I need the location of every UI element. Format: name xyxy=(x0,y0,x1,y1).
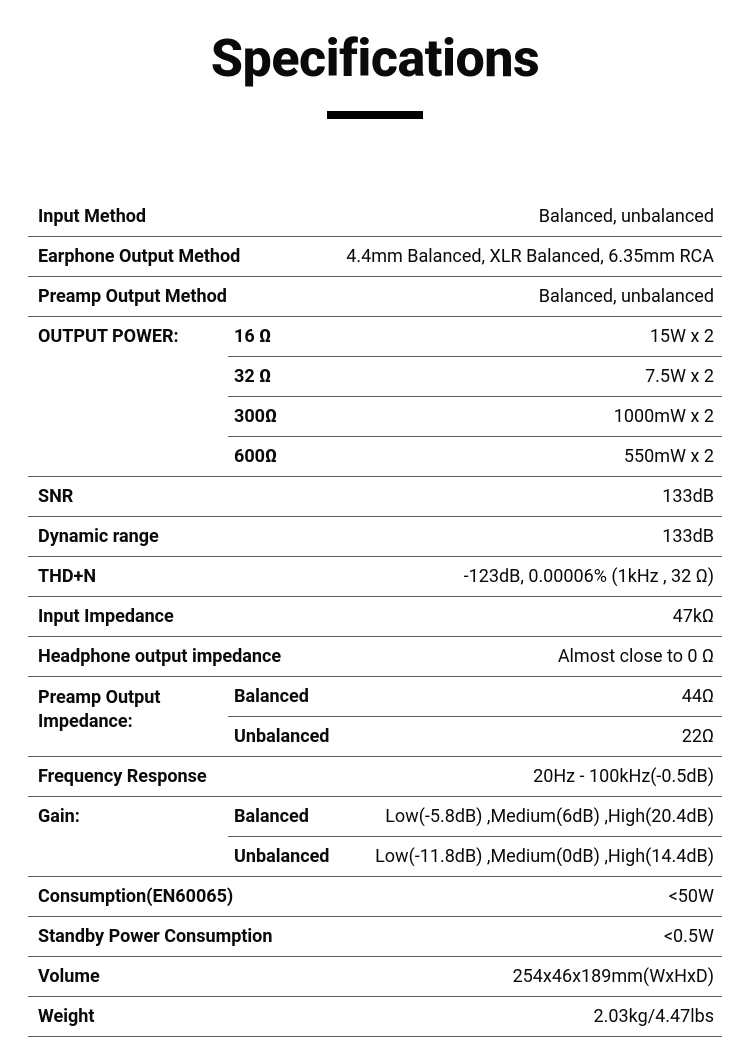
table-subrow: 16 Ω 15W x 2 xyxy=(228,317,722,357)
subrow-label: Balanced xyxy=(228,797,366,836)
table-row: Volume 254x46x189mm(WxHxD) xyxy=(28,957,722,997)
table-row: Frequency Response 20Hz - 100kHz(-0.5dB) xyxy=(28,757,722,797)
specs-table: Input Method Balanced, unbalanced Earpho… xyxy=(28,197,722,1037)
subrow-label: 600Ω xyxy=(228,437,366,476)
nested-rows: Balanced 44Ω Unbalanced 22Ω xyxy=(228,677,722,756)
row-value: 20Hz - 100kHz(-0.5dB) xyxy=(217,757,722,796)
nested-rows: 16 Ω 15W x 2 32 Ω 7.5W x 2 300Ω 1000mW x… xyxy=(228,317,722,476)
table-row-group: Preamp Output Impedance: Balanced 44Ω Un… xyxy=(28,677,722,757)
table-row: Dynamic range 133dB xyxy=(28,517,722,557)
row-value: Almost close to 0 Ω xyxy=(291,637,722,676)
subrow-label: 32 Ω xyxy=(228,357,366,396)
subrow-label: Unbalanced xyxy=(228,717,366,756)
page-title: Specifications xyxy=(0,0,750,89)
row-label: Volume xyxy=(28,957,110,996)
table-row: THD+N -123dB, 0.00006% (1kHz , 32 Ω) xyxy=(28,557,722,597)
table-row-group: Gain: Balanced Low(-5.8dB) ,Medium(6dB) … xyxy=(28,797,722,877)
row-value: 133dB xyxy=(83,477,722,516)
row-label: Standby Power Consumption xyxy=(28,917,282,956)
table-subrow: Unbalanced Low(-11.8dB) ,Medium(0dB) ,Hi… xyxy=(228,837,722,876)
row-label: Gain: xyxy=(28,797,228,876)
row-value: 4.4mm Balanced, XLR Balanced, 6.35mm RCA xyxy=(250,237,722,276)
table-subrow: 300Ω 1000mW x 2 xyxy=(228,397,722,437)
subrow-label: Balanced xyxy=(228,677,366,716)
table-row: Earphone Output Method 4.4mm Balanced, X… xyxy=(28,237,722,277)
row-label: Weight xyxy=(28,997,104,1036)
row-value: <0.5W xyxy=(282,917,722,956)
table-row: Weight 2.03kg/4.47lbs xyxy=(28,997,722,1037)
row-label: Preamp Output Impedance: xyxy=(28,677,228,756)
table-row: SNR 133dB xyxy=(28,477,722,517)
subrow-value: 550mW x 2 xyxy=(366,437,722,476)
row-label: Input Impedance xyxy=(28,597,184,636)
table-subrow: 600Ω 550mW x 2 xyxy=(228,437,722,476)
row-value: 2.03kg/4.47lbs xyxy=(104,997,722,1036)
subrow-value: Low(-11.8dB) ,Medium(0dB) ,High(14.4dB) xyxy=(366,837,722,876)
table-subrow: Balanced 44Ω xyxy=(228,677,722,717)
row-value: -123dB, 0.00006% (1kHz , 32 Ω) xyxy=(106,557,722,596)
table-row: Standby Power Consumption <0.5W xyxy=(28,917,722,957)
row-label: Dynamic range xyxy=(28,517,169,556)
subrow-label: 300Ω xyxy=(228,397,366,436)
row-label: SNR xyxy=(28,477,83,516)
row-value: 133dB xyxy=(169,517,722,556)
table-row: Input Impedance 47kΩ xyxy=(28,597,722,637)
row-label: Headphone output impedance xyxy=(28,637,291,676)
row-label: OUTPUT POWER: xyxy=(28,317,228,476)
row-label: THD+N xyxy=(28,557,106,596)
row-value: Balanced, unbalanced xyxy=(237,277,722,316)
table-row-group: OUTPUT POWER: 16 Ω 15W x 2 32 Ω 7.5W x 2… xyxy=(28,317,722,477)
subrow-value: Low(-5.8dB) ,Medium(6dB) ,High(20.4dB) xyxy=(366,797,722,836)
table-subrow: Unbalanced 22Ω xyxy=(228,717,722,756)
row-label: Earphone Output Method xyxy=(28,237,250,276)
row-value: <50W xyxy=(243,877,722,916)
subrow-value: 22Ω xyxy=(366,717,722,756)
table-row: Preamp Output Method Balanced, unbalance… xyxy=(28,277,722,317)
table-row: Input Method Balanced, unbalanced xyxy=(28,197,722,237)
subrow-label: Unbalanced xyxy=(228,837,366,876)
row-value: Balanced, unbalanced xyxy=(156,197,722,236)
row-label: Input Method xyxy=(28,197,156,236)
row-value: 254x46x189mm(WxHxD) xyxy=(110,957,722,996)
subrow-value: 15W x 2 xyxy=(366,317,722,356)
row-label: Frequency Response xyxy=(28,757,217,796)
row-value: 47kΩ xyxy=(184,597,722,636)
table-subrow: Balanced Low(-5.8dB) ,Medium(6dB) ,High(… xyxy=(228,797,722,837)
subrow-label: 16 Ω xyxy=(228,317,366,356)
subrow-value: 44Ω xyxy=(366,677,722,716)
table-row: Headphone output impedance Almost close … xyxy=(28,637,722,677)
subrow-value: 1000mW x 2 xyxy=(366,397,722,436)
subrow-value: 7.5W x 2 xyxy=(366,357,722,396)
nested-rows: Balanced Low(-5.8dB) ,Medium(6dB) ,High(… xyxy=(228,797,722,876)
row-label: Consumption(EN60065) xyxy=(28,877,243,916)
table-subrow: 32 Ω 7.5W x 2 xyxy=(228,357,722,397)
table-row: Consumption(EN60065) <50W xyxy=(28,877,722,917)
row-label: Preamp Output Method xyxy=(28,277,237,316)
title-underline xyxy=(327,111,423,119)
